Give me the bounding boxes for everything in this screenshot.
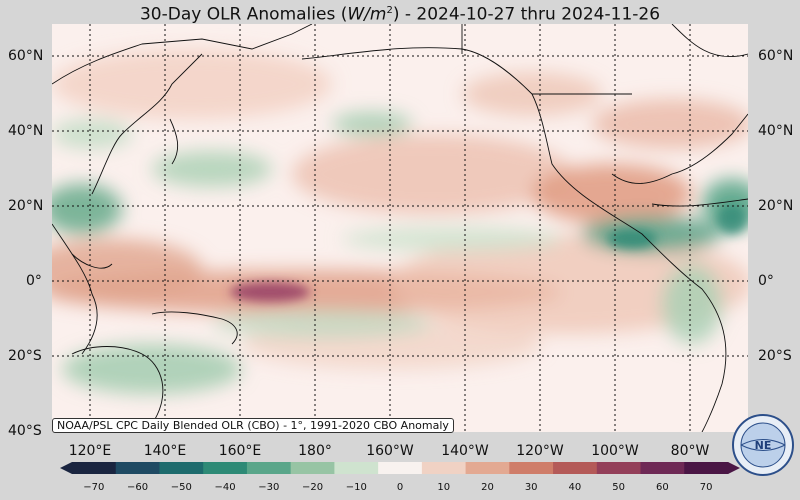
coastlines — [52, 24, 748, 432]
colorbar-segment — [203, 462, 248, 474]
lat-label-left: 60°N — [8, 48, 44, 64]
colorbar-tick-label: 60 — [656, 482, 669, 493]
svg-text:NE: NE — [755, 439, 772, 452]
colorbar-segment — [246, 462, 292, 474]
lat-label-right: 0° — [758, 273, 774, 289]
colorbar-segment — [378, 462, 423, 474]
colorbar-tick-label: −10 — [345, 482, 367, 493]
lat-label-left: 40°S — [8, 423, 42, 439]
graticule — [52, 24, 748, 432]
lat-label-right: 20°N — [758, 198, 794, 214]
map-canvas — [52, 24, 748, 432]
colorbar-max-arrow — [728, 462, 740, 474]
colorbar-tick-label: 20 — [481, 482, 494, 493]
lon-label: 160°E — [218, 443, 262, 459]
colorbar-tick-label: −70 — [83, 482, 105, 493]
lat-label-left: 40°N — [8, 123, 44, 139]
colorbar-tick-label: −30 — [258, 482, 280, 493]
colorbar-segment — [290, 462, 335, 474]
lon-label: 100°W — [591, 443, 639, 459]
colorbar-segment — [159, 462, 204, 474]
map-title: 30-Day OLR Anomalies (W/m2) - 2024-10-27… — [139, 4, 661, 25]
colorbar-segment — [684, 462, 729, 474]
data-source-credit: NOAA/PSL CPC Daily Blended OLR (CBO) - 1… — [52, 418, 454, 433]
colorbar-tick-label: 30 — [524, 482, 538, 493]
colorbar-tick-label: −40 — [214, 482, 236, 493]
lat-label-right: 60°N — [758, 48, 794, 64]
lon-label: 120°E — [68, 443, 112, 459]
lat-label-right: 40°N — [758, 123, 794, 139]
colorbar-tick-label: 70 — [699, 482, 713, 493]
colorbar-segment — [553, 462, 598, 474]
colorbar-tick-label: 0 — [396, 482, 404, 493]
colorbar — [60, 462, 740, 474]
colorbar-segment — [115, 462, 160, 474]
lat-label-left: 20°N — [8, 198, 44, 214]
colorbar-tick-label: −60 — [127, 482, 149, 493]
colorbar-segment — [72, 462, 117, 474]
colorbar-tick-label: 10 — [437, 482, 451, 493]
colorbar-segment — [421, 462, 467, 474]
lat-label-left: 0° — [26, 273, 42, 289]
lon-label: 120°W — [516, 443, 564, 459]
colorbar-tick-label: 40 — [568, 482, 582, 493]
lat-label-left: 20°S — [8, 348, 42, 364]
lon-label: 160°W — [366, 443, 414, 459]
colorbar-segment — [465, 462, 510, 474]
colorbar-tick-label: −50 — [170, 482, 192, 493]
colorbar-segment — [640, 462, 685, 474]
lon-label: 140°E — [143, 443, 187, 459]
colorbar-min-arrow — [60, 462, 72, 474]
olr-anomaly-map — [52, 24, 748, 432]
lon-label: 180° — [298, 443, 332, 459]
lab-logo: NE — [732, 414, 794, 476]
colorbar-segment — [596, 462, 642, 474]
colorbar-segment — [334, 462, 379, 474]
lon-label: 140°W — [441, 443, 489, 459]
colorbar-tick-label: 50 — [612, 482, 626, 493]
colorbar-tick-label: −20 — [301, 482, 324, 493]
lat-label-right: 20°S — [758, 348, 792, 364]
colorbar-segment — [509, 462, 554, 474]
lon-label: 80°W — [670, 443, 710, 459]
